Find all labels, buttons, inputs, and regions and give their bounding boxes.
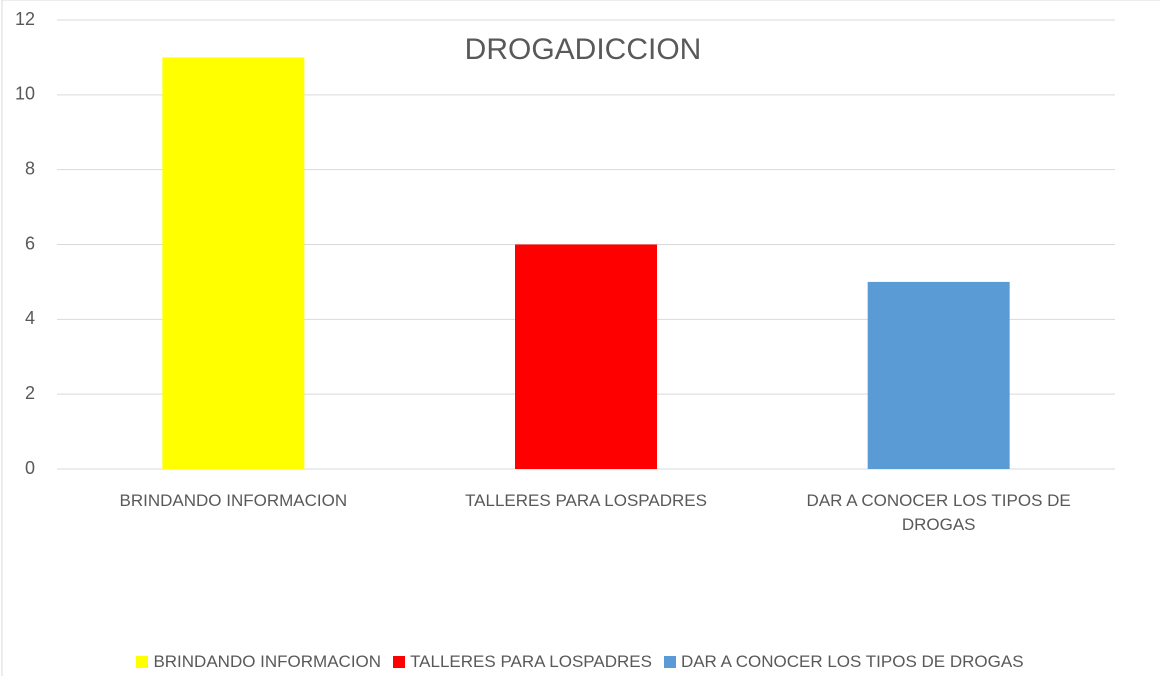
x-tick-label: BRINDANDO INFORMACION — [119, 491, 348, 510]
y-tick-label: 12 — [15, 9, 35, 29]
chart-title: DROGADICCION — [465, 33, 702, 66]
legend-label: DAR A CONOCER LOS TIPOS DE DROGAS — [680, 652, 1024, 671]
bar — [515, 244, 657, 469]
x-tick-label: DAR A CONOCER LOS TIPOS DE DROGAS — [806, 491, 1071, 534]
legend-swatch — [136, 656, 149, 668]
legend-item: DAR A CONOCER LOS TIPOS DE DROGAS — [663, 652, 1024, 672]
y-tick-label: 4 — [25, 308, 35, 328]
legend-label: BRINDANDO INFORMACION — [153, 652, 382, 671]
legend-item: TALLERES PARA LOSPADRES — [393, 652, 652, 672]
x-tick-label: TALLERES PARA LOSPADRES — [465, 491, 707, 510]
legend-label: TALLERES PARA LOSPADRES — [410, 652, 652, 671]
legend: BRINDANDO INFORMACION TALLERES PARA LOSPA… — [0, 652, 1160, 672]
bar — [867, 281, 1010, 469]
legend-swatch — [663, 656, 676, 668]
y-tick-label: 2 — [25, 383, 35, 403]
legend-item: BRINDANDO INFORMACION — [136, 652, 381, 672]
y-tick-label: 0 — [25, 458, 35, 478]
legend-swatch — [393, 656, 406, 668]
bar — [162, 57, 305, 470]
y-tick-label: 6 — [25, 233, 35, 253]
y-tick-label: 8 — [25, 158, 35, 178]
y-tick-label: 10 — [15, 84, 35, 104]
